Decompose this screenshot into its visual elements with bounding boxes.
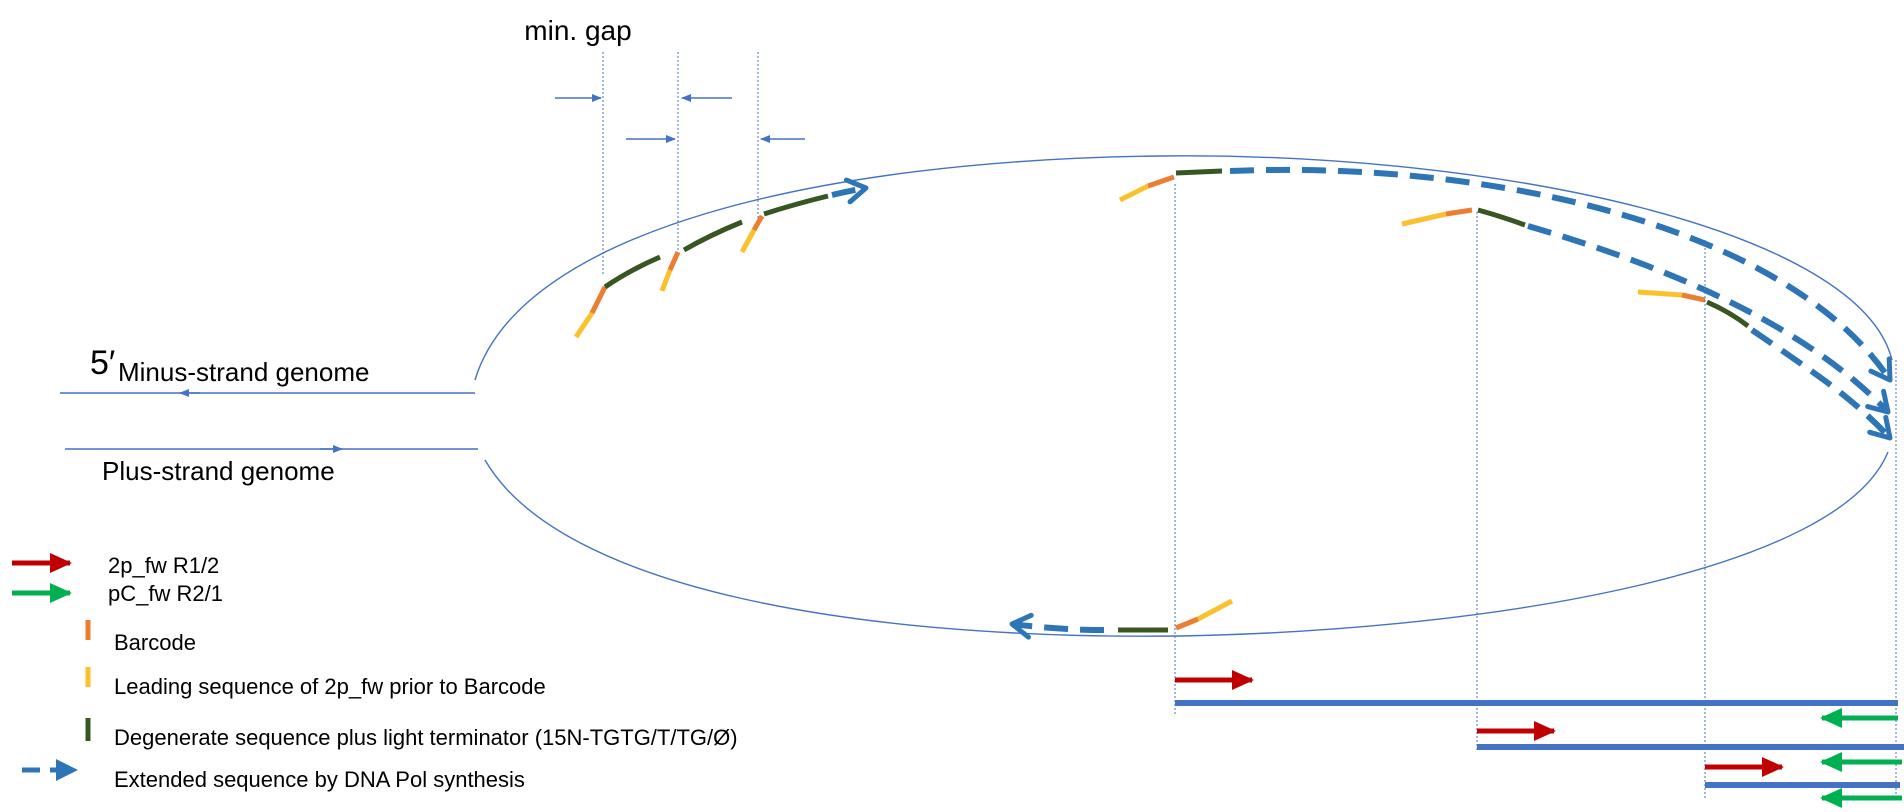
primer-group-top-1 xyxy=(1118,166,1893,383)
legend-label-barcode: Barcode xyxy=(114,630,196,655)
plus-strand-label: Plus-strand genome xyxy=(102,456,335,486)
primer-group-top-3 xyxy=(1637,289,1893,441)
extension-3 xyxy=(1750,327,1893,441)
primer-group-bottom xyxy=(1009,598,1234,640)
primer-group-left xyxy=(573,177,869,339)
min-gap-label: min. gap xyxy=(524,15,631,46)
legend-label-leading: Leading sequence of 2p_fw prior to Barco… xyxy=(114,674,546,699)
legend-label-pc-fw: pC_fw R2/1 xyxy=(108,581,223,606)
extension-bottom xyxy=(1009,612,1105,640)
legend-label-extension: Extended sequence by DNA Pol synthesis xyxy=(114,767,525,792)
circular-template-lower xyxy=(484,451,1889,637)
legend: 2p_fw R1/2 pC_fw R2/1 Barcode Leading se… xyxy=(12,553,738,792)
extension-2 xyxy=(1527,223,1891,415)
extension-1 xyxy=(1229,166,1893,383)
five-prime-label: 5′ xyxy=(90,344,115,382)
circular-template-upper xyxy=(474,155,1893,381)
minus-strand-label: Minus-strand genome xyxy=(118,357,369,387)
legend-label-degenerate: Degenerate sequence plus light terminato… xyxy=(114,725,738,750)
legend-label-2p-fw: 2p_fw R1/2 xyxy=(108,553,219,578)
primer-group-top-2 xyxy=(1401,207,1891,415)
extension-left xyxy=(831,177,869,205)
